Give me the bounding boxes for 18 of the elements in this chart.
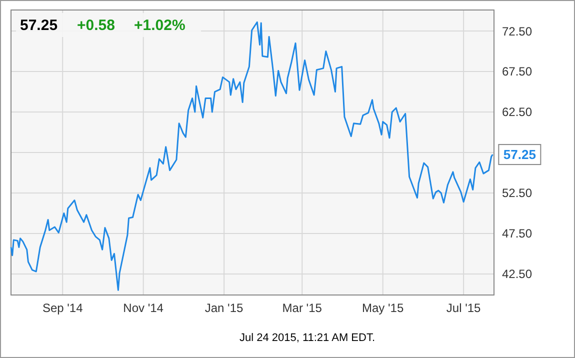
y-tick-label: 52.50 (502, 186, 532, 200)
x-tick-label: Jan '15 (204, 301, 244, 315)
annotation: +0.58 (77, 17, 115, 34)
y-tick-label: 62.50 (502, 105, 532, 120)
y-tick-label: 42.50 (502, 267, 532, 282)
x-tick-label: Jul '15 (446, 301, 482, 315)
x-tick-label: Mar '15 (282, 301, 322, 315)
x-tick-label: Sep '14 (42, 301, 84, 315)
x-tick-label: Nov '14 (123, 301, 164, 315)
annotation: 57.25 (20, 17, 58, 34)
y-tick-label: 47.50 (502, 226, 532, 241)
text: Jul 24 2015, 11:21 AM EDT. (239, 332, 375, 344)
annotation: +1.02% (134, 17, 186, 34)
y-tick-label: 72.50 (502, 24, 532, 38)
x-tick-label: May '15 (362, 301, 404, 315)
y-tick-label: 67.50 (502, 64, 532, 79)
line-series (10, 21, 494, 291)
annotation: 57.25 (503, 147, 536, 162)
